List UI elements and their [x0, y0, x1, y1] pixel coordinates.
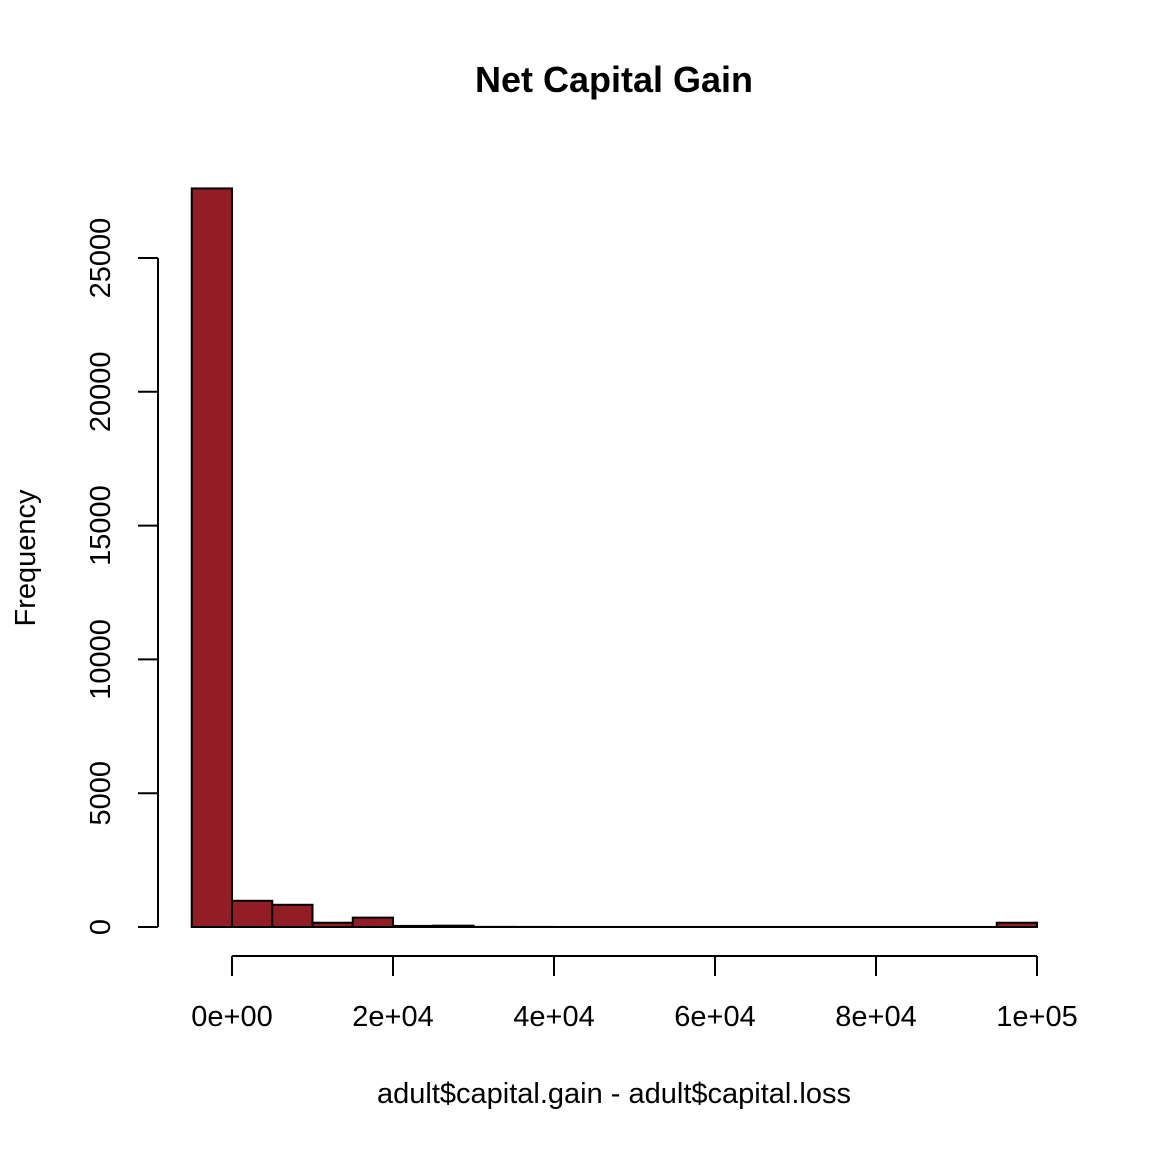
x-tick-label: 1e+05 — [996, 1001, 1077, 1033]
histogram-bar — [271, 903, 314, 928]
chart-title: Net Capital Gain — [475, 59, 753, 100]
histogram-bar — [392, 924, 435, 928]
y-tick-label: 10000 — [85, 619, 117, 700]
x-tick-label: 4e+04 — [513, 1001, 594, 1033]
x-tick-label: 0e+00 — [191, 1001, 272, 1033]
histogram-bar — [351, 916, 394, 929]
y-axis-label: Frequency — [10, 489, 42, 627]
y-axis: 0 5000 10000 15000 20000 25000 — [85, 218, 159, 935]
histogram-bar — [995, 921, 1038, 928]
x-tick-label: 6e+04 — [674, 1001, 755, 1033]
histogram-bar — [311, 921, 354, 928]
x-axis-label: adult$capital.gain - adult$capital.loss — [377, 1078, 851, 1110]
histogram-bar — [432, 924, 475, 928]
x-tick-label: 2e+04 — [352, 1001, 433, 1033]
y-tick-label: 20000 — [85, 351, 117, 432]
histogram-bar — [190, 187, 233, 929]
y-tick-label: 25000 — [85, 218, 117, 299]
y-tick-label: 5000 — [85, 761, 117, 826]
histogram-bars — [190, 187, 1038, 929]
y-tick-label: 0 — [85, 919, 117, 935]
x-tick-label: 8e+04 — [835, 1001, 916, 1033]
y-tick-label: 15000 — [85, 485, 117, 566]
histogram-bar — [231, 899, 274, 929]
x-axis: 0e+00 2e+04 4e+04 6e+04 8e+04 1e+05 — [191, 955, 1078, 1033]
